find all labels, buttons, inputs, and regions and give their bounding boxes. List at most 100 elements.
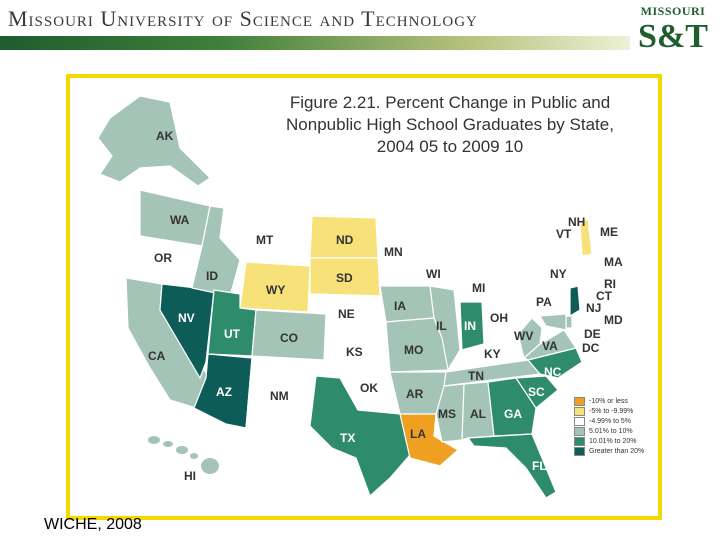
legend-item: -4.99% to 5% (574, 416, 644, 426)
label-AL: AL (470, 407, 486, 421)
state-IA (379, 285, 435, 323)
label-NJ: NJ (586, 301, 601, 315)
state-SC (514, 375, 559, 409)
label-ME: ME (600, 225, 618, 239)
label-WY: WY (266, 283, 285, 297)
legend-swatch (574, 396, 585, 406)
label-OK: OK (360, 381, 378, 395)
logo-top-text: MISSOURI (640, 4, 706, 18)
state-WV (517, 317, 543, 360)
figure-title-line-2: Nonpublic High School Graduates by State… (286, 115, 614, 134)
label-OH: OH (490, 311, 508, 325)
legend-swatch (574, 416, 585, 426)
label-ID: ID (206, 269, 218, 283)
legend-item: -10% or less (574, 396, 644, 406)
label-VT: VT (556, 227, 572, 241)
label-NY: NY (550, 267, 567, 281)
state-MA (581, 253, 603, 267)
label-MT: MT (256, 233, 274, 247)
legend-swatch (574, 446, 585, 456)
legend-label: 10.01% to 20% (589, 437, 637, 445)
label-KS: KS (346, 345, 363, 359)
label-DE: DE (584, 327, 601, 341)
label-MN: MN (384, 245, 403, 259)
legend-item: 10.01% to 20% (574, 436, 644, 446)
state-ME (587, 188, 619, 248)
label-NV: NV (178, 311, 195, 325)
label-WA: WA (170, 213, 190, 227)
label-NC: NC (544, 365, 562, 379)
state-HI (148, 436, 219, 474)
label-NH: NH (568, 215, 585, 229)
label-AR: AR (406, 387, 424, 401)
label-AZ: AZ (216, 385, 232, 399)
state-FL (466, 433, 557, 499)
legend-swatch (574, 436, 585, 446)
label-OR: OR (154, 251, 172, 265)
legend-label: 5.01% to 10% (589, 427, 633, 435)
label-IN: IN (464, 319, 476, 333)
label-SD: SD (336, 271, 353, 285)
state-TX (309, 375, 417, 498)
legend-label: -5% to -9.99% (589, 407, 634, 415)
label-RI: RI (604, 277, 616, 291)
state-CT (579, 265, 593, 279)
state-NJ (569, 285, 581, 318)
label-KY: KY (484, 347, 501, 361)
header-gradient-rule (0, 36, 630, 50)
legend-item: Greater than 20% (574, 446, 644, 456)
figure-title: Figure 2.21. Percent Change in Public an… (280, 92, 620, 158)
figure-frame: Figure 2.21. Percent Change in Public an… (66, 74, 662, 520)
label-PA: PA (536, 295, 552, 309)
legend-label: -10% or less (589, 397, 628, 405)
legend-label: -4.99% to 5% (589, 417, 632, 425)
state-GA (487, 377, 537, 437)
label-MS: MS (438, 407, 456, 421)
state-IL (429, 285, 461, 372)
state-MI (457, 255, 499, 303)
label-NM: NM (270, 389, 289, 403)
label-VA: VA (542, 339, 558, 353)
legend-swatch (574, 426, 585, 436)
state-RI (591, 265, 599, 277)
legend-item: 5.01% to 10% (574, 426, 644, 436)
label-IL: IL (436, 319, 447, 333)
logo-main-text: S&T (638, 18, 708, 55)
label-WV: WV (514, 329, 533, 343)
label-AK: AK (156, 129, 174, 143)
label-TN: TN (468, 369, 484, 383)
legend-label: Greater than 20% (589, 447, 645, 455)
label-GA: GA (504, 407, 522, 421)
state-DE (565, 315, 573, 329)
figure-title-line-1: Figure 2.21. Percent Change in Public an… (289, 93, 611, 112)
label-MI: MI (472, 281, 485, 295)
label-CO: CO (280, 331, 298, 345)
label-CT: CT (596, 289, 613, 303)
label-MD: MD (604, 313, 623, 327)
figure-title-line-3: 2004 05 to 2009 10 (376, 137, 524, 156)
label-UT: UT (224, 327, 241, 341)
label-DC: DC (582, 341, 600, 355)
state-MD (538, 313, 567, 331)
university-logo: MISSOURI S&T (634, 4, 712, 60)
label-MA: MA (604, 255, 623, 269)
label-IA: IA (394, 299, 406, 313)
header-banner: Missouri University of Science and Techn… (0, 0, 720, 60)
label-CA: CA (148, 349, 166, 363)
source-citation: WICHE, 2008 (44, 516, 142, 533)
label-FL: FL (532, 459, 547, 473)
legend-item: -5% to -9.99% (574, 406, 644, 416)
label-WI: WI (426, 267, 441, 281)
state-AK (97, 95, 211, 187)
state-MS (435, 383, 465, 443)
label-TX: TX (340, 431, 355, 445)
legend-swatch (574, 406, 585, 416)
label-ND: ND (336, 233, 354, 247)
label-HI: HI (184, 469, 196, 483)
university-name: Missouri University of Science and Techn… (8, 6, 478, 31)
label-LA: LA (410, 427, 426, 441)
label-SC: SC (528, 385, 545, 399)
label-MO: MO (404, 343, 423, 357)
label-NE: NE (338, 307, 355, 321)
map-legend: -10% or less -5% to -9.99% -4.99% to 5% … (574, 396, 644, 456)
